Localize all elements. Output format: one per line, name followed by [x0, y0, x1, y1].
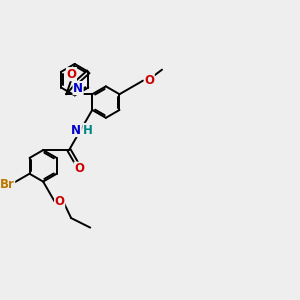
Text: N: N — [73, 82, 83, 94]
Text: O: O — [55, 195, 64, 208]
Text: O: O — [66, 68, 76, 81]
Text: O: O — [74, 162, 84, 175]
Text: O: O — [144, 74, 154, 87]
Text: H: H — [83, 124, 93, 136]
Text: Br: Br — [0, 178, 15, 191]
Text: N: N — [71, 124, 81, 136]
